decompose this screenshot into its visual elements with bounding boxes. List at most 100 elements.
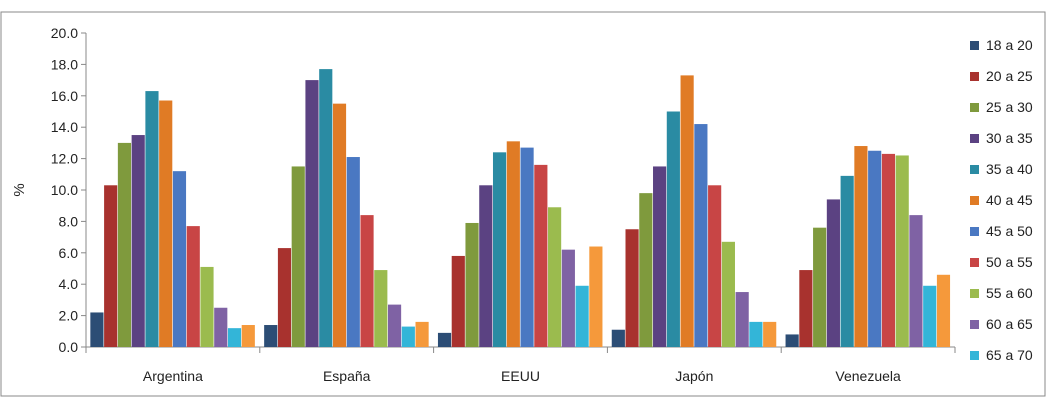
bar <box>332 103 347 348</box>
bar <box>534 164 548 347</box>
y-tick-label: 16.0 <box>51 88 78 104</box>
bar <box>881 153 896 347</box>
legend: 18 a 20 20 a 25 25 a 30 30 a 35 35 a 40 40 a … <box>970 37 1033 363</box>
legend-label: 25 a 30 <box>986 99 1033 115</box>
bar <box>721 241 735 347</box>
bar <box>923 285 937 347</box>
bar <box>360 215 374 347</box>
legend-swatch <box>970 165 979 174</box>
bar <box>909 215 923 347</box>
bar <box>840 175 854 347</box>
legend-swatch <box>970 134 979 143</box>
legend-label: 40 a 45 <box>986 192 1033 208</box>
bar <box>346 157 360 347</box>
bar <box>548 207 562 347</box>
bar <box>492 152 507 347</box>
bar <box>145 91 159 347</box>
legend-label: 55 a 60 <box>986 285 1033 301</box>
category-label: Japón <box>675 368 713 384</box>
bar <box>319 69 333 348</box>
bar <box>186 226 200 347</box>
bar <box>749 321 763 347</box>
bar <box>826 199 840 347</box>
bar <box>813 227 827 347</box>
legend-label: 20 a 25 <box>986 68 1033 84</box>
legend-swatch <box>970 196 979 205</box>
y-tick-label: 12.0 <box>51 151 78 167</box>
bar <box>520 147 534 347</box>
legend-label: 45 a 50 <box>986 223 1033 239</box>
y-tick-label: 10.0 <box>51 182 78 198</box>
bar <box>639 193 653 347</box>
bar <box>305 80 319 347</box>
bar <box>735 292 749 347</box>
legend-label: 30 a 35 <box>986 130 1033 146</box>
y-tick-label: 6.0 <box>59 245 79 261</box>
bar <box>227 328 242 347</box>
bar <box>694 124 708 347</box>
y-tick-label: 0.0 <box>59 339 79 355</box>
bar <box>159 100 173 347</box>
bar <box>401 326 415 347</box>
bar <box>708 185 722 347</box>
bar <box>763 321 777 347</box>
bar <box>611 329 625 347</box>
legend-swatch <box>970 320 979 329</box>
bars <box>90 69 951 348</box>
legend-label: 50 a 55 <box>986 254 1033 270</box>
bar <box>895 155 909 347</box>
bar <box>589 246 603 347</box>
bar <box>680 75 694 347</box>
category-label: España <box>323 368 371 384</box>
bar <box>90 312 104 347</box>
legend-label: 60 a 65 <box>986 316 1033 332</box>
bar <box>200 266 214 347</box>
bar <box>277 248 292 347</box>
y-tick-label: 2.0 <box>59 308 79 324</box>
y-tick-label: 14.0 <box>51 119 78 135</box>
category-label: EEUU <box>501 368 540 384</box>
y-axis-label: % <box>11 183 28 196</box>
bar <box>291 166 305 347</box>
bar <box>104 185 118 347</box>
y-tick-label: 4.0 <box>59 276 79 292</box>
y-tick-label: 20.0 <box>51 25 78 41</box>
bar <box>387 304 402 347</box>
bar <box>415 321 429 347</box>
category-label: Argentina <box>143 368 203 384</box>
y-tick-label: 8.0 <box>59 213 79 229</box>
legend-swatch <box>970 227 979 236</box>
y-axis: 0.0 2.0 4.0 6.0 8.0 10.0 12.0 14.0 16.0 18.0 20.0 <box>51 25 87 355</box>
legend-label: 18 a 20 <box>986 37 1033 53</box>
bar <box>506 141 520 347</box>
legend-swatch <box>970 351 979 360</box>
y-tick-label: 18.0 <box>51 56 78 72</box>
bar <box>785 334 799 347</box>
bar <box>575 285 589 347</box>
legend-swatch <box>970 289 979 298</box>
bar <box>437 332 452 347</box>
bar <box>451 255 465 347</box>
bar <box>936 274 951 347</box>
bar <box>214 307 228 347</box>
bar <box>479 185 493 347</box>
legend-swatch <box>970 41 979 50</box>
category-label: Venezuela <box>835 368 901 384</box>
bar <box>465 222 479 347</box>
bar <box>374 270 388 347</box>
bar <box>854 146 868 347</box>
legend-label: 35 a 40 <box>986 161 1033 177</box>
bar <box>561 249 575 347</box>
bar <box>625 229 639 347</box>
bar <box>666 111 680 347</box>
bar <box>131 135 145 347</box>
bar <box>117 142 132 347</box>
bar <box>799 270 813 347</box>
legend-label: 65 a 70 <box>986 347 1033 363</box>
legend-swatch <box>970 72 979 81</box>
bar <box>653 166 667 347</box>
bar <box>241 325 255 347</box>
legend-swatch <box>970 258 979 267</box>
